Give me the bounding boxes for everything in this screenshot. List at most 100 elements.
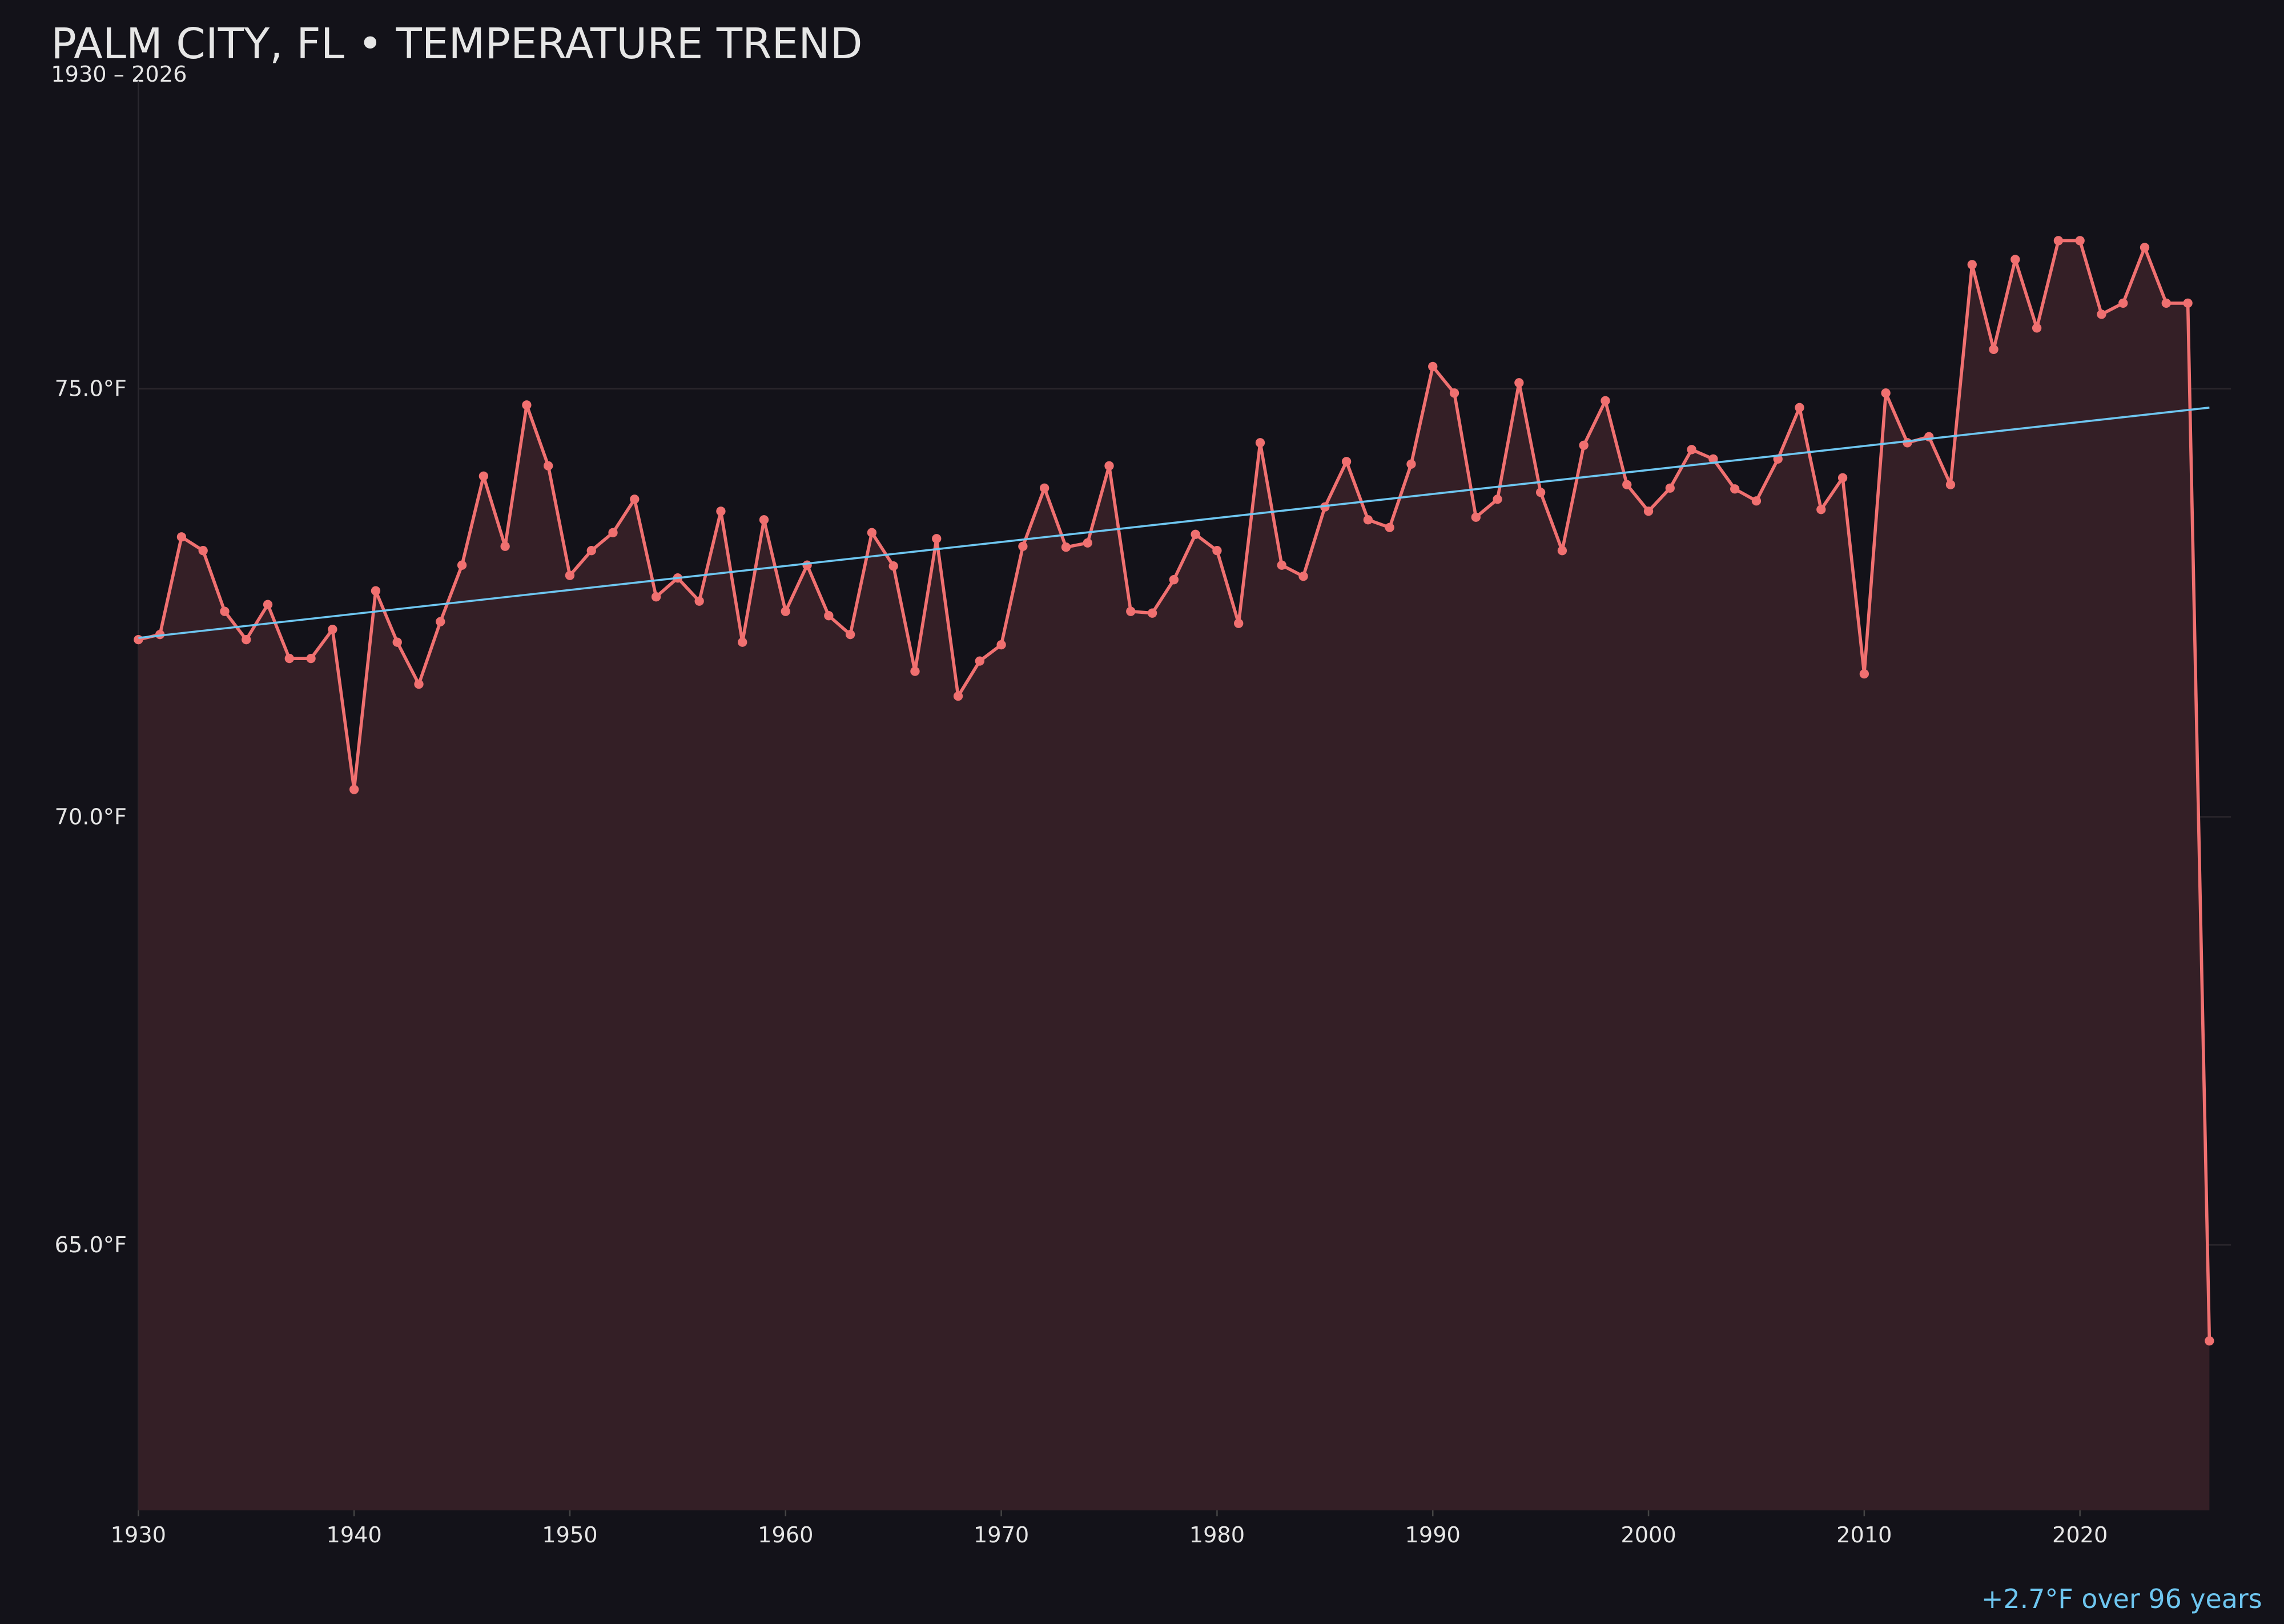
point — [1212, 546, 1222, 556]
point — [1859, 669, 1869, 679]
point — [436, 617, 445, 626]
point — [457, 560, 467, 570]
point — [198, 546, 208, 556]
point — [1018, 541, 1028, 551]
point — [2205, 1336, 2214, 1346]
point — [608, 528, 618, 537]
x-tick-label: 2020 — [2052, 1522, 2108, 1548]
point — [1234, 618, 1244, 628]
point — [284, 653, 294, 664]
chart-title: PALM CITY, FL • TEMPERATURE TREND — [51, 19, 862, 69]
point — [996, 640, 1006, 650]
y-tick-label: 70.0°F — [55, 804, 127, 830]
x-tick-label: 1950 — [542, 1522, 597, 1548]
point — [1989, 344, 1998, 355]
point — [1449, 388, 1459, 398]
point — [2032, 323, 2042, 333]
x-tick-label: 1980 — [1189, 1522, 1245, 1548]
point — [478, 471, 489, 481]
point — [1061, 542, 1071, 552]
point — [1816, 505, 1826, 514]
point — [1643, 507, 1654, 516]
point — [220, 606, 230, 616]
point — [263, 600, 273, 609]
point — [1126, 606, 1136, 616]
point — [414, 679, 424, 689]
point — [1040, 483, 1049, 493]
point — [1535, 488, 1546, 497]
x-tick-label: 1940 — [326, 1522, 381, 1548]
point — [306, 653, 316, 664]
point — [716, 507, 726, 516]
point — [1665, 483, 1675, 493]
point — [1255, 438, 1265, 448]
point — [392, 637, 402, 647]
point — [349, 785, 359, 794]
point — [1083, 538, 1092, 548]
point — [1967, 260, 1977, 270]
point — [1579, 440, 1589, 450]
point — [1277, 560, 1286, 570]
point — [2053, 236, 2064, 246]
point — [1557, 546, 1567, 556]
point — [1341, 457, 1352, 467]
point — [1881, 388, 1891, 398]
y-tick-label: 75.0°F — [55, 376, 127, 402]
point — [651, 592, 661, 602]
point — [975, 656, 984, 666]
point — [1687, 445, 1696, 455]
point — [1363, 515, 1373, 525]
chart-subtitle: 1930 – 2026 — [51, 62, 187, 87]
point — [500, 541, 510, 551]
point — [134, 634, 143, 645]
x-tick-label: 1990 — [1405, 1522, 1461, 1548]
trend-line — [138, 407, 2210, 639]
point — [176, 532, 187, 542]
point — [932, 534, 942, 544]
point — [1795, 403, 1804, 412]
point — [242, 634, 251, 645]
point — [1385, 522, 1394, 532]
point — [1945, 480, 1956, 489]
point — [1708, 454, 1718, 464]
point — [694, 596, 704, 606]
x-tick-label: 1960 — [758, 1522, 813, 1548]
point — [565, 570, 575, 580]
x-tick-label: 2000 — [1620, 1522, 1676, 1548]
point — [328, 625, 337, 634]
point — [1493, 495, 1502, 504]
point — [1837, 473, 1848, 483]
point — [1730, 484, 1740, 494]
point — [953, 691, 963, 701]
point — [522, 400, 532, 410]
point — [371, 586, 381, 596]
point — [1751, 496, 1762, 506]
point — [630, 495, 640, 504]
point — [2097, 309, 2106, 319]
point — [781, 606, 790, 616]
point — [586, 546, 596, 556]
point — [1903, 438, 1912, 448]
point — [1191, 529, 1200, 539]
point — [738, 637, 747, 647]
x-tick-label: 2010 — [1836, 1522, 1892, 1548]
point — [1104, 461, 1114, 471]
point — [2183, 298, 2193, 308]
point — [544, 461, 553, 471]
point — [1471, 512, 1481, 522]
point — [2140, 243, 2150, 252]
point — [1514, 378, 1524, 388]
point — [867, 528, 877, 537]
point — [1601, 396, 1610, 405]
point — [824, 611, 834, 621]
point — [1298, 572, 1308, 581]
point — [1406, 459, 1416, 469]
point — [1622, 480, 1632, 489]
point — [1169, 575, 1179, 585]
annotation: +2.7°F over 96 years — [1981, 1583, 2262, 1614]
point — [1428, 361, 1438, 372]
point — [2118, 298, 2128, 308]
point — [888, 561, 898, 571]
point — [802, 560, 812, 570]
